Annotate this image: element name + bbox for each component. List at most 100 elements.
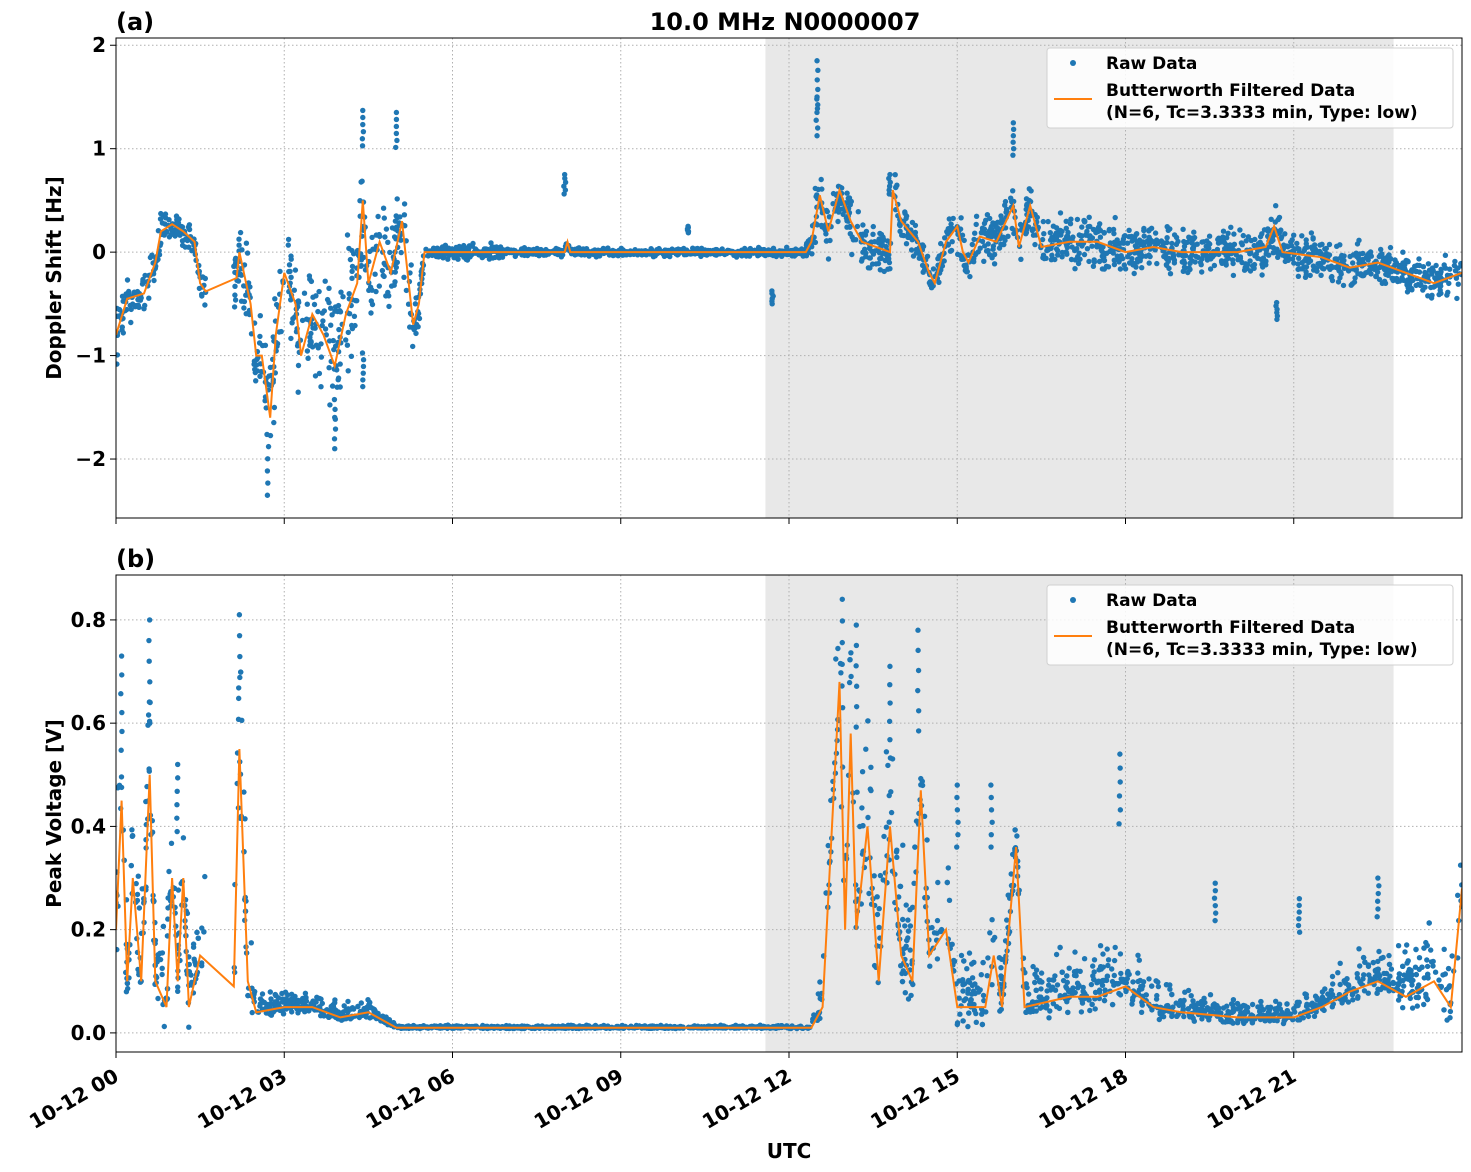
raw-data-point [1380,954,1386,961]
raw-data-point [849,251,855,258]
raw-data-point [394,137,400,144]
raw-data-point [264,431,270,438]
raw-data-point [769,288,775,294]
raw-data-point [1400,249,1406,255]
raw-data-point [1091,259,1098,265]
raw-data-point [1040,996,1046,1003]
raw-data-point [308,339,314,346]
raw-data-point [124,277,131,283]
raw-data-point [1410,977,1416,984]
raw-data-point [319,322,325,329]
raw-data-point [1357,979,1363,985]
raw-data-point [1416,269,1423,275]
raw-data-point [813,193,819,200]
raw-data-point [946,897,953,903]
raw-data-point [907,923,914,929]
raw-data-point [1137,252,1143,258]
raw-data-point [1152,230,1159,236]
raw-data-point [835,218,841,225]
raw-data-point [853,237,859,243]
raw-data-point [991,261,998,267]
raw-data-point [335,375,342,381]
raw-data-point [1091,957,1098,963]
raw-data-point [1259,272,1265,278]
raw-data-point [1112,944,1118,951]
raw-data-point [259,991,266,997]
raw-data-point [971,236,977,243]
raw-data-point [241,789,247,795]
raw-data-point [360,357,367,363]
raw-data-point [1382,257,1388,263]
raw-data-point [865,814,871,821]
raw-data-point [1074,216,1081,223]
raw-data-point [401,212,408,218]
raw-data-point [385,239,391,245]
raw-data-point [1400,277,1407,283]
raw-data-point [1153,996,1160,1002]
y-tick-label: 2 [92,33,106,57]
raw-data-point [817,979,823,985]
raw-data-point [1231,241,1238,247]
raw-data-point [1395,981,1401,987]
raw-data-point [1004,917,1010,923]
raw-data-point [815,86,821,93]
raw-data-point [1428,959,1435,965]
raw-data-point [488,240,494,246]
raw-data-point [1436,291,1442,298]
raw-data-point [1341,253,1347,259]
raw-data-point [1429,265,1436,271]
raw-data-point [496,255,502,261]
raw-data-point [349,263,356,270]
raw-data-point [1081,219,1088,225]
raw-data-point [391,282,397,288]
raw-data-point [146,295,152,301]
raw-data-point [1218,258,1225,264]
raw-data-point [1149,983,1155,989]
raw-data-point [1040,218,1047,225]
raw-data-point [1240,232,1247,239]
raw-data-point [1079,224,1085,230]
raw-data-point [1114,981,1121,987]
raw-data-point [1260,264,1266,270]
raw-data-point [159,971,165,978]
raw-data-point [1457,862,1462,868]
raw-data-point [1234,1020,1241,1026]
raw-data-point [1273,299,1280,306]
raw-data-point [885,266,891,272]
raw-data-point [998,965,1004,971]
raw-data-point [387,249,393,256]
raw-data-point [1420,287,1426,293]
raw-data-point [1160,239,1166,246]
raw-data-point [285,236,292,243]
raw-data-point [332,445,338,452]
raw-data-point [879,242,886,248]
raw-data-point [145,712,152,718]
raw-data-point [173,213,180,219]
raw-data-point [1303,264,1310,270]
raw-data-point [165,916,171,922]
raw-data-point [1421,975,1428,981]
raw-data-point [1103,250,1110,256]
raw-data-point [1034,214,1041,221]
raw-data-point [1041,231,1047,237]
raw-data-point [1413,282,1419,289]
raw-data-point [1112,214,1118,221]
raw-data-point [859,256,865,262]
raw-data-point [1063,225,1070,231]
raw-data-point [964,269,970,275]
raw-data-point [1326,241,1333,248]
raw-data-point [1458,260,1462,267]
raw-data-point [1291,1006,1297,1012]
raw-data-point [1117,951,1124,957]
raw-data-point [1350,997,1356,1003]
raw-data-point [1180,268,1187,274]
raw-data-point [412,325,418,331]
raw-data-point [304,348,311,354]
raw-data-point [886,191,892,197]
raw-data-point [1285,244,1291,250]
raw-data-point [1385,977,1391,983]
raw-data-point [1295,266,1301,273]
raw-data-point [329,383,336,389]
raw-data-point [814,58,820,64]
